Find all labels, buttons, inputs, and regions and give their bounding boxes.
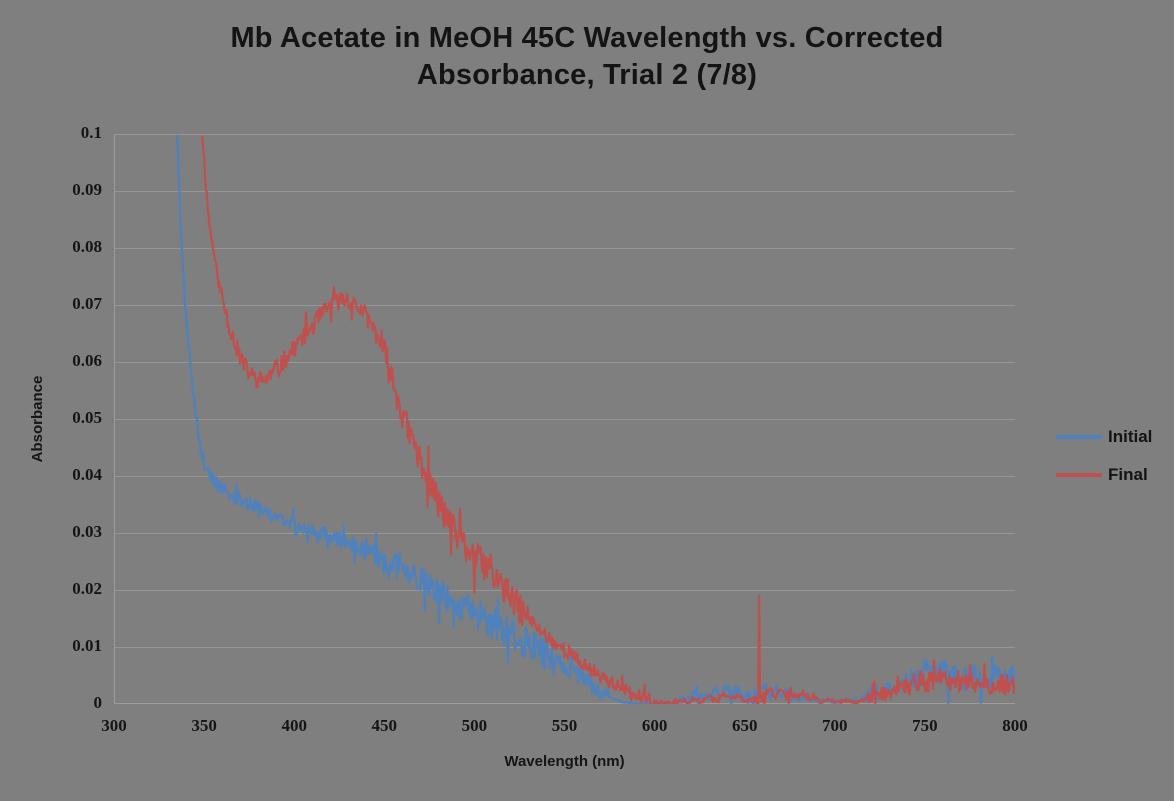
legend-label-initial: Initial <box>1108 427 1153 446</box>
plot-area[interactable] <box>114 134 1015 704</box>
y-tick-label: 0 <box>93 693 103 712</box>
y-tick-label: 0.03 <box>72 522 102 541</box>
y-tick-label: 0.05 <box>72 408 102 427</box>
legend-line-final-icon <box>1056 473 1102 477</box>
y-tick-label: 0.04 <box>72 465 102 484</box>
x-tick-label: 300 <box>101 716 127 735</box>
x-tick-label: 800 <box>1002 716 1028 735</box>
legend-line-initial-icon <box>1056 435 1102 439</box>
legend: Initial Final <box>1056 426 1152 502</box>
y-tick-label: 0.09 <box>72 180 102 199</box>
y-tick-label: 0.1 <box>80 123 102 142</box>
legend-item-initial[interactable]: Initial <box>1056 426 1152 448</box>
x-tick-label: 350 <box>191 716 217 735</box>
x-tick-label: 450 <box>371 716 398 735</box>
x-tick-label: 600 <box>641 716 668 735</box>
series-final[interactable] <box>201 135 1015 704</box>
x-tick-label: 700 <box>822 716 848 735</box>
x-tick-label: 550 <box>551 716 578 735</box>
x-tick-label: 500 <box>461 716 488 735</box>
chart-title-line-1: Mb Acetate in MeOH 45C Wavelength vs. Co… <box>230 22 944 54</box>
y-tick-label: 0.07 <box>72 294 102 313</box>
x-tick-label: 750 <box>912 716 938 735</box>
x-tick-label: 650 <box>731 716 758 735</box>
y-tick-label: 0.06 <box>72 351 102 370</box>
x-axis-title: Wavelength (nm) <box>504 753 625 770</box>
y-tick-label: 0.02 <box>72 579 102 598</box>
legend-item-final[interactable]: Final <box>1056 464 1152 486</box>
y-tick-label: 0.08 <box>72 237 102 256</box>
chart-title: Mb Acetate in MeOH 45C Wavelength vs. Co… <box>0 20 1174 93</box>
x-tick-label: 400 <box>281 716 307 735</box>
y-tick-label: 0.01 <box>72 636 102 655</box>
chart-title-line-2: Absorbance, Trial 2 (7/8) <box>416 58 758 91</box>
legend-label-final: Final <box>1108 465 1148 484</box>
